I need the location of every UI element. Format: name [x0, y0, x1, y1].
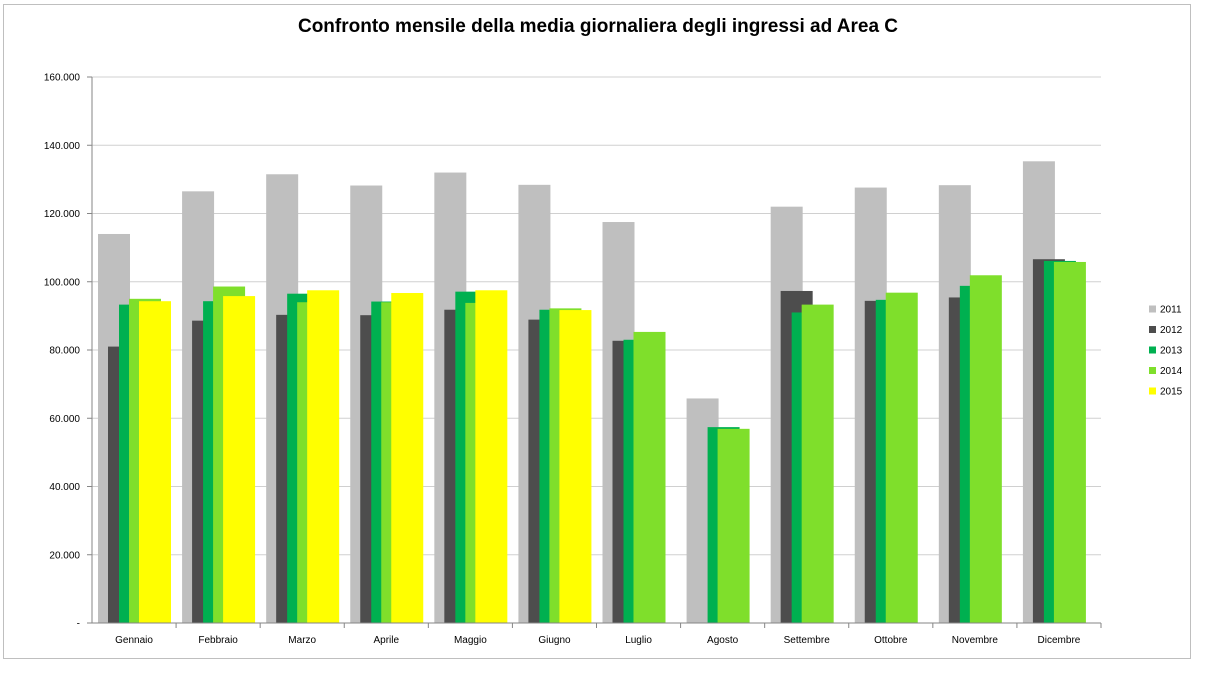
legend-label-2013: 2013: [1160, 346, 1183, 357]
legend-label-2014: 2014: [1160, 366, 1183, 377]
legend-label-2012: 2012: [1160, 325, 1183, 336]
legend-swatch-2011: [1149, 305, 1156, 313]
y-axis-ticks: - 20.000 40.000 60.000 80.000 100.000 120.000 1…: [44, 73, 81, 630]
gridlines: [92, 76, 1101, 556]
y-tick-label: 20.000: [49, 550, 80, 561]
legend-swatch-2012: [1149, 326, 1156, 333]
y-tick-label: 120.000: [44, 209, 81, 220]
bar-2015-febbraio: [223, 296, 256, 623]
legend-swatch-2013: [1149, 346, 1156, 354]
y-tick-label: 140.000: [44, 141, 81, 152]
bar-2014-dicembre: [1053, 261, 1086, 623]
legend: 2011 2012 2013 2014 2015: [1149, 305, 1183, 398]
x-tick-label: Gennaio: [115, 635, 153, 646]
x-tick-label: Ottobre: [874, 635, 908, 646]
x-tick-label: Luglio: [625, 635, 652, 646]
y-tick-label: 40.000: [49, 482, 80, 493]
bar-2015-marzo: [307, 290, 340, 623]
bars: [98, 161, 1086, 624]
y-tick-label: 60.000: [49, 414, 80, 425]
x-tick-label: Aprile: [374, 635, 400, 646]
x-tick-label: Dicembre: [1038, 635, 1081, 646]
bar-2014-agosto: [717, 428, 750, 623]
bar-2015-gennaio: [139, 301, 171, 623]
axes: [87, 76, 1102, 628]
x-tick-label: Novembre: [952, 635, 999, 646]
x-tick-label: Giugno: [538, 635, 571, 646]
x-tick-label: Agosto: [707, 635, 739, 646]
y-tick-label: 100.000: [44, 277, 81, 288]
bar-2014-novembre: [969, 275, 1002, 623]
x-tick-label: Settembre: [784, 635, 831, 646]
legend-label-2015: 2015: [1160, 387, 1183, 398]
x-tick-label: Maggio: [454, 635, 487, 646]
bar-2014-ottobre: [885, 292, 918, 623]
bar-2015-giugno: [559, 310, 592, 623]
bar-2015-aprile: [391, 293, 424, 623]
x-tick-label: Marzo: [288, 635, 316, 646]
chart-title: Confronto mensile della media giornalier…: [297, 16, 899, 37]
legend-swatch-2014: [1149, 367, 1156, 374]
bar-2015-maggio: [475, 290, 508, 623]
bar-2014-settembre: [801, 304, 834, 623]
y-tick-label: 160.000: [44, 73, 81, 84]
y-tick-label: 80.000: [49, 346, 80, 357]
x-axis-ticks: Gennaio Febbraio Marzo Aprile Maggio Giugno Lu…: [115, 635, 1081, 646]
legend-swatch-2015: [1149, 387, 1156, 395]
legend-label-2011: 2011: [1160, 305, 1182, 316]
y-tick-label: -: [77, 619, 80, 630]
x-tick-label: Febbraio: [198, 635, 238, 646]
bar-2014-luglio: [633, 331, 666, 623]
